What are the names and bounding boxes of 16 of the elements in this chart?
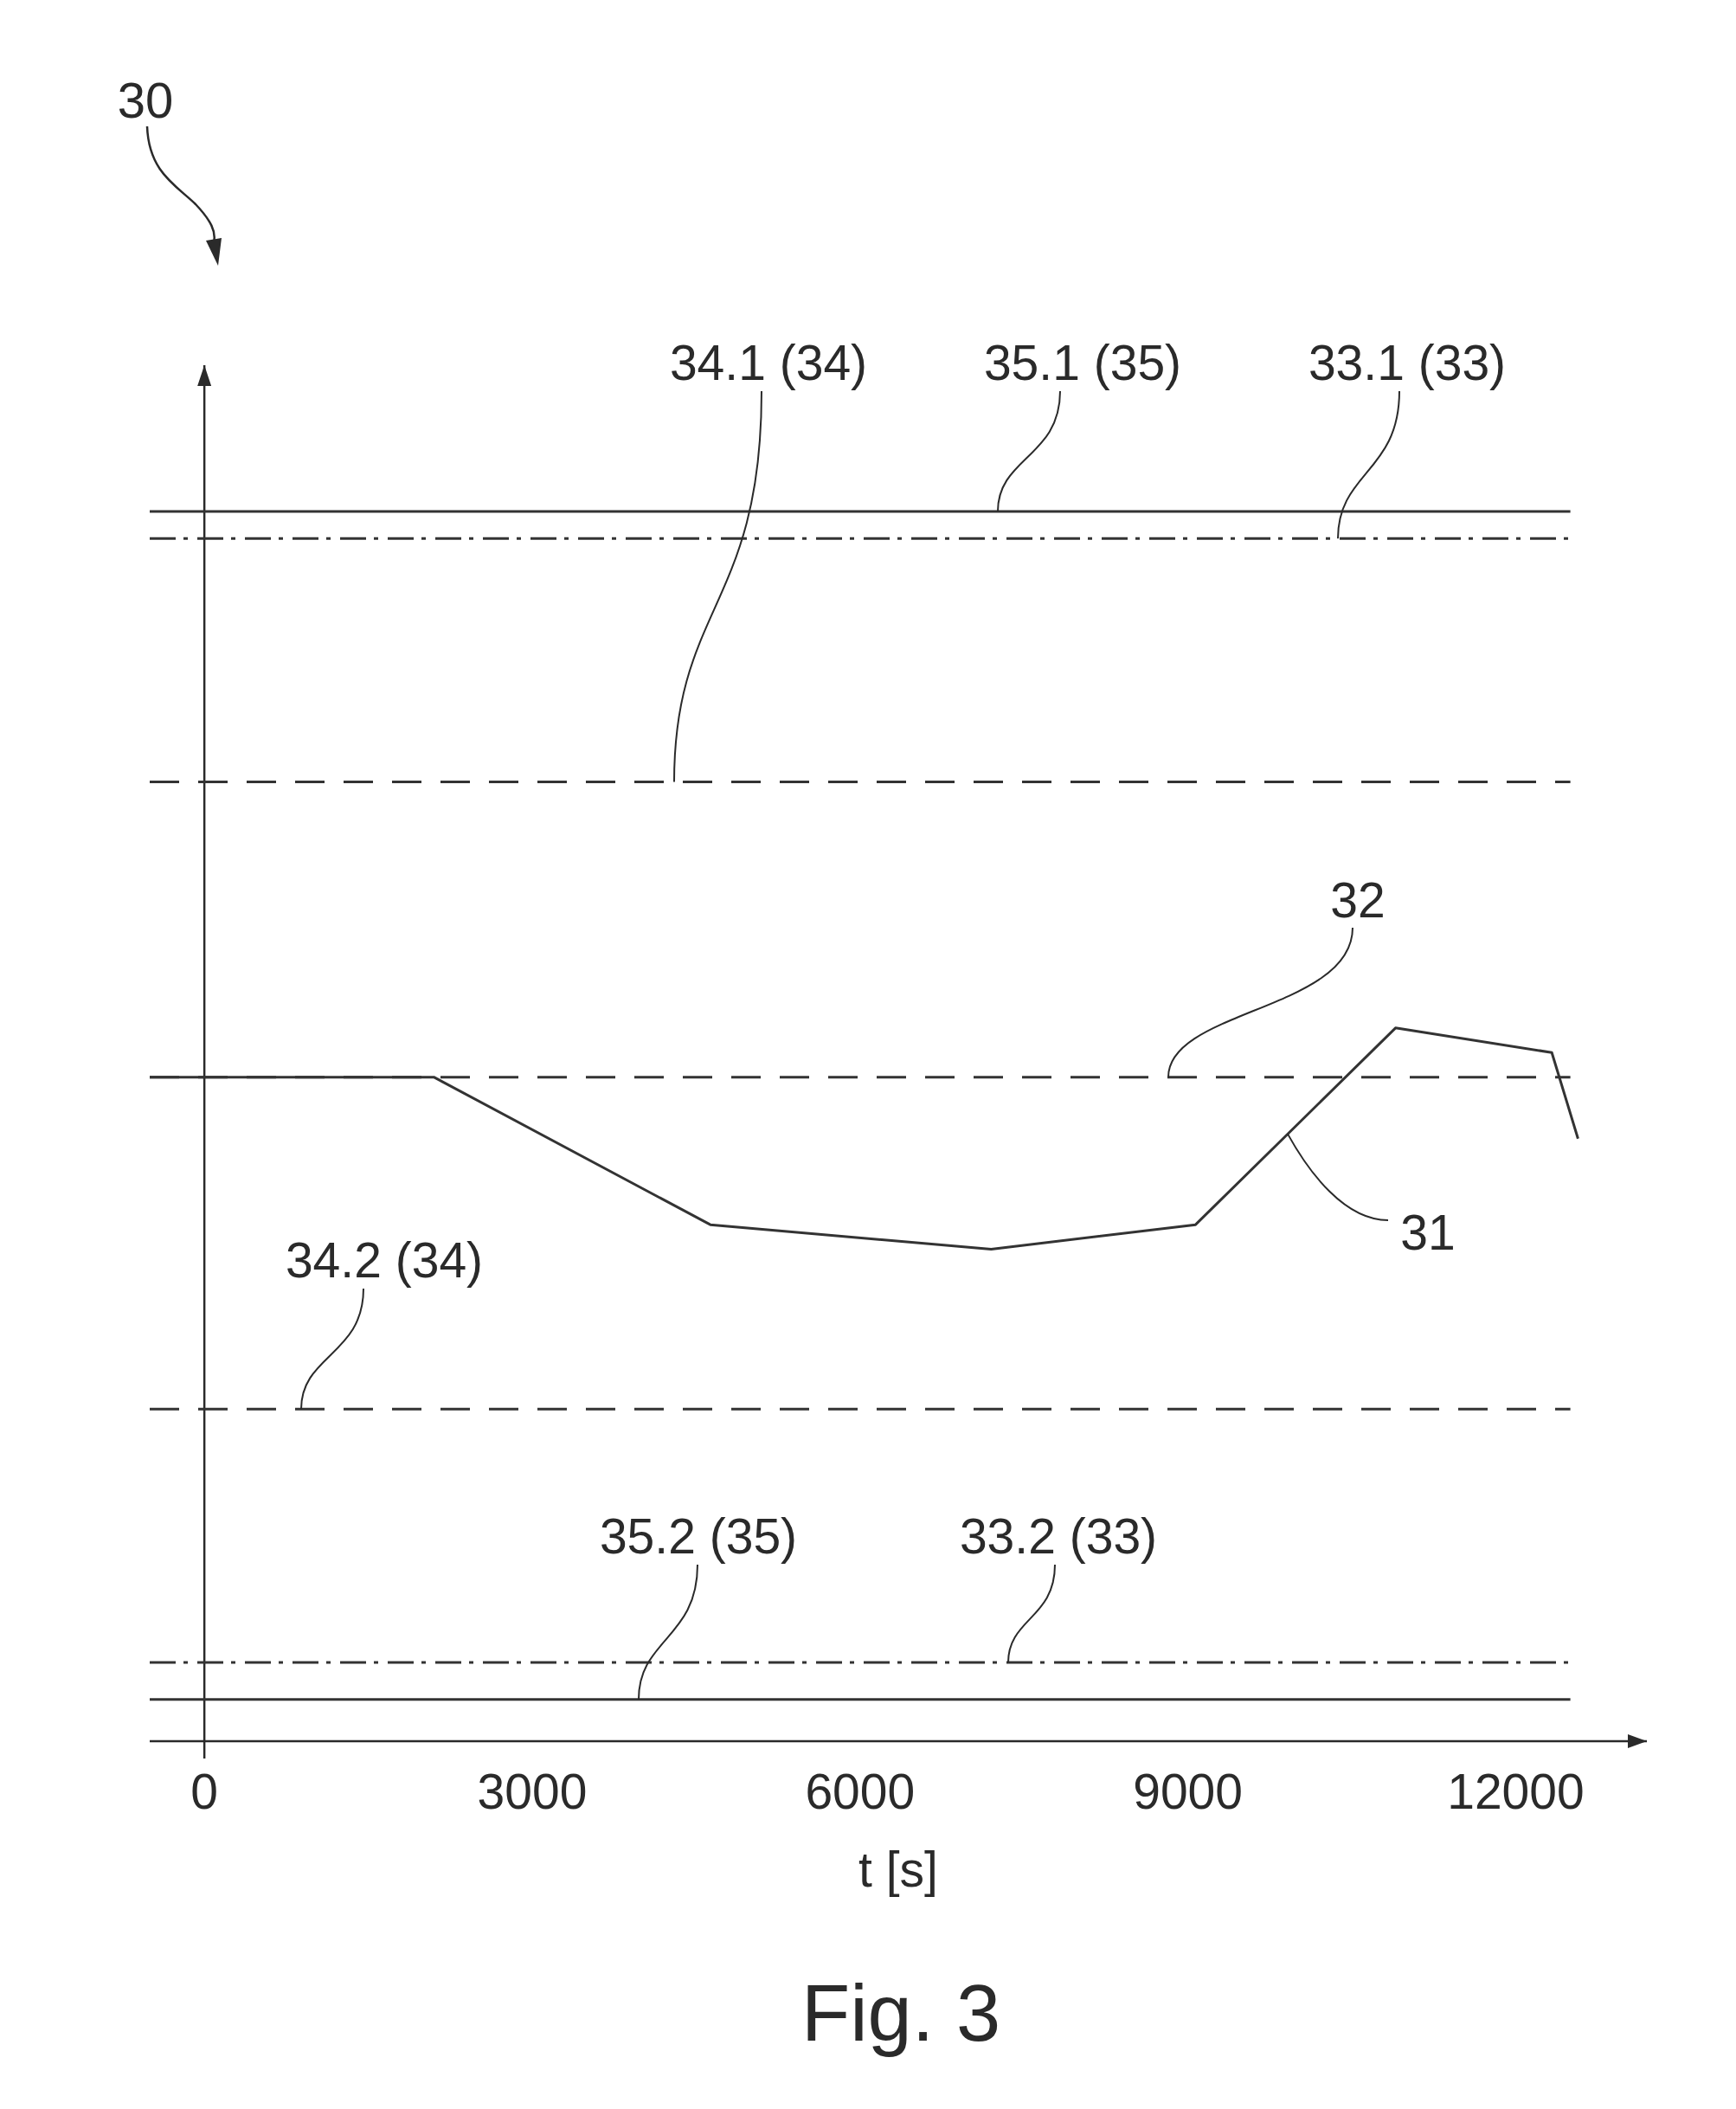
x-axis-title: t [s] <box>858 1842 938 1897</box>
x-tick-label: 3000 <box>477 1764 588 1819</box>
x-tick-label: 0 <box>190 1764 218 1819</box>
caption: Fig. 3 <box>800 1969 1001 2057</box>
text: 35.1 (35) <box>983 335 1182 390</box>
text: 35.2 (35) <box>599 1508 798 1564</box>
text: 34.1 (34) <box>669 335 868 390</box>
x-tick-label: 6000 <box>805 1764 916 1819</box>
text: 30 <box>117 71 174 128</box>
x-tick-label: 9000 <box>1133 1764 1244 1819</box>
text: 31 <box>1400 1205 1456 1260</box>
text: 33.2 (33) <box>959 1508 1158 1564</box>
text: 33.1 (33) <box>1308 335 1507 390</box>
x-tick-label: 12000 <box>1447 1764 1585 1819</box>
text: 34.2 (34) <box>285 1232 484 1288</box>
text: 32 <box>1330 872 1386 928</box>
